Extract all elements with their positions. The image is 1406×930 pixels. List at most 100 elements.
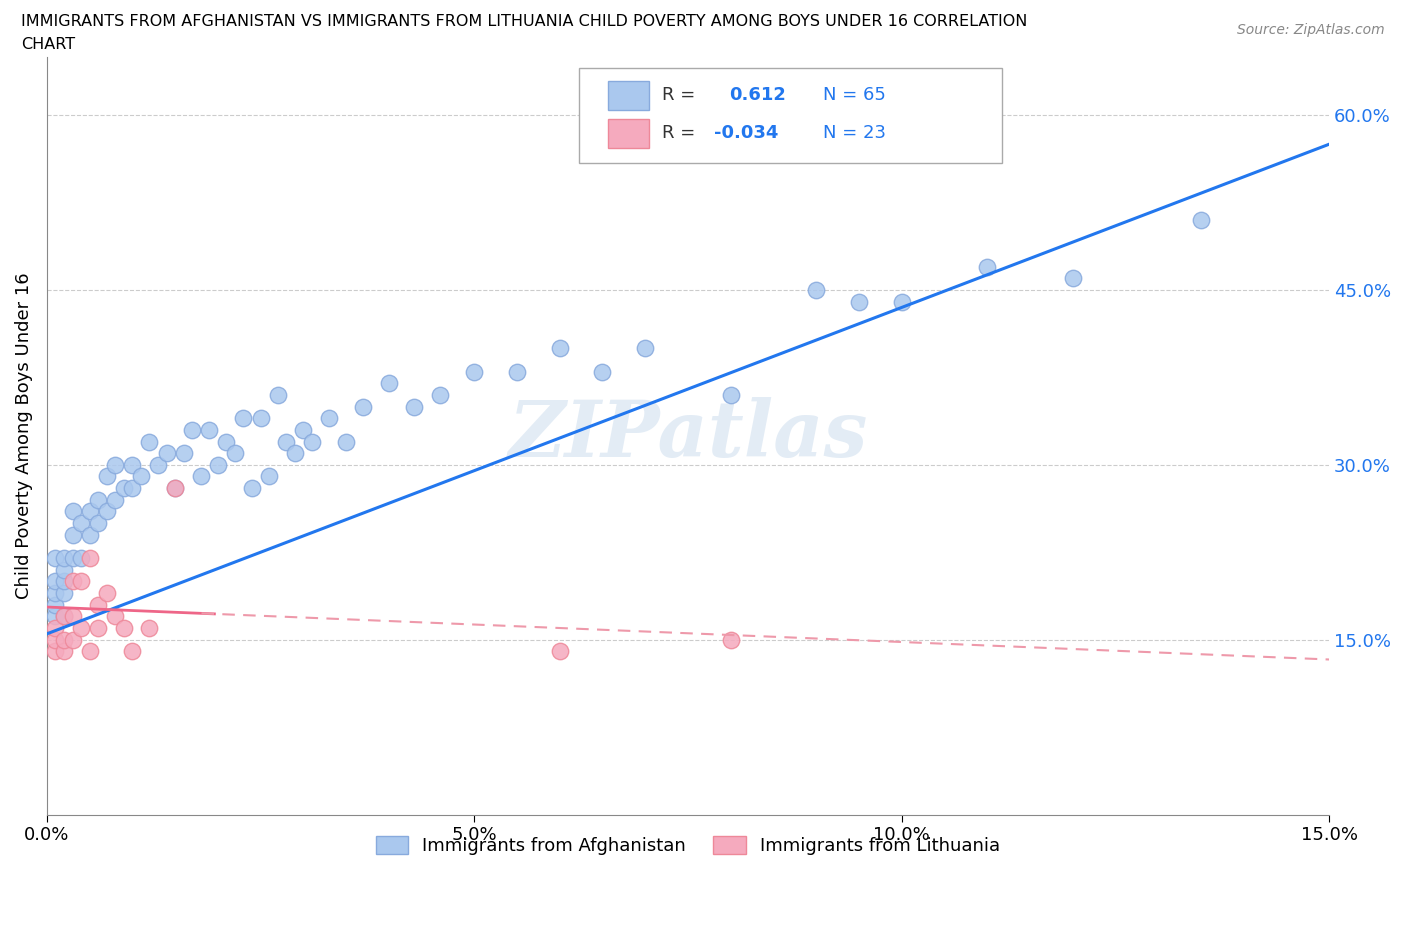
Point xyxy=(44,632,66,647)
Point xyxy=(121,481,143,496)
Point xyxy=(44,586,66,601)
Point xyxy=(301,434,323,449)
Point xyxy=(44,620,66,635)
Point xyxy=(155,445,177,460)
Point xyxy=(79,504,101,519)
Bar xyxy=(609,81,650,110)
Point xyxy=(129,469,152,484)
Point xyxy=(79,527,101,542)
Point xyxy=(284,445,307,460)
Text: -0.034: -0.034 xyxy=(714,125,778,142)
Point xyxy=(87,515,110,530)
Point xyxy=(804,283,827,298)
Point xyxy=(165,481,187,496)
Point xyxy=(249,411,271,426)
Point xyxy=(215,434,238,449)
Point xyxy=(53,609,76,624)
Point xyxy=(848,294,870,309)
Point xyxy=(44,597,66,612)
Point xyxy=(506,365,529,379)
Point xyxy=(104,458,127,472)
Point xyxy=(121,644,143,658)
Point xyxy=(62,527,84,542)
Point xyxy=(335,434,357,449)
Bar xyxy=(609,119,650,148)
Point xyxy=(112,481,135,496)
Point xyxy=(62,551,84,565)
Point xyxy=(44,574,66,589)
Point xyxy=(592,365,614,379)
Point xyxy=(548,644,571,658)
Point xyxy=(62,609,84,624)
Point xyxy=(429,388,451,403)
Point xyxy=(404,399,426,414)
Point xyxy=(138,434,160,449)
Point xyxy=(378,376,401,391)
Point xyxy=(146,458,169,472)
Point xyxy=(190,469,212,484)
Point xyxy=(53,609,76,624)
Point xyxy=(121,458,143,472)
Point xyxy=(112,620,135,635)
FancyBboxPatch shape xyxy=(579,68,1002,163)
Point xyxy=(53,632,76,647)
Point xyxy=(87,620,110,635)
Point xyxy=(96,586,118,601)
Point xyxy=(87,597,110,612)
Point xyxy=(53,574,76,589)
Point xyxy=(70,574,93,589)
Point xyxy=(44,644,66,658)
Point xyxy=(70,551,93,565)
Point xyxy=(53,551,76,565)
Text: 0.612: 0.612 xyxy=(728,86,786,104)
Point xyxy=(463,365,485,379)
Text: R =: R = xyxy=(662,125,702,142)
Point xyxy=(44,551,66,565)
Point xyxy=(79,551,101,565)
Point xyxy=(207,458,229,472)
Point xyxy=(53,586,76,601)
Point xyxy=(104,609,127,624)
Point xyxy=(70,620,93,635)
Point xyxy=(70,515,93,530)
Point xyxy=(62,504,84,519)
Point xyxy=(104,492,127,507)
Point xyxy=(352,399,374,414)
Point xyxy=(1189,213,1212,228)
Point xyxy=(257,469,280,484)
Point xyxy=(96,469,118,484)
Point xyxy=(276,434,298,449)
Point xyxy=(173,445,195,460)
Point xyxy=(232,411,254,426)
Point xyxy=(548,340,571,355)
Point xyxy=(53,644,76,658)
Point xyxy=(720,388,742,403)
Legend: Immigrants from Afghanistan, Immigrants from Lithuania: Immigrants from Afghanistan, Immigrants … xyxy=(368,829,1008,862)
Point xyxy=(634,340,657,355)
Point xyxy=(976,259,998,274)
Point xyxy=(165,481,187,496)
Point xyxy=(62,574,84,589)
Point xyxy=(138,620,160,635)
Point xyxy=(240,481,263,496)
Point xyxy=(720,632,742,647)
Point xyxy=(198,422,221,437)
Text: CHART: CHART xyxy=(21,37,75,52)
Y-axis label: Child Poverty Among Boys Under 16: Child Poverty Among Boys Under 16 xyxy=(15,272,32,599)
Point xyxy=(224,445,246,460)
Text: R =: R = xyxy=(662,86,702,104)
Text: ZIPatlas: ZIPatlas xyxy=(508,397,868,474)
Text: IMMIGRANTS FROM AFGHANISTAN VS IMMIGRANTS FROM LITHUANIA CHILD POVERTY AMONG BOY: IMMIGRANTS FROM AFGHANISTAN VS IMMIGRANT… xyxy=(21,14,1028,29)
Point xyxy=(181,422,204,437)
Point xyxy=(890,294,912,309)
Point xyxy=(292,422,315,437)
Point xyxy=(62,632,84,647)
Point xyxy=(318,411,340,426)
Text: Source: ZipAtlas.com: Source: ZipAtlas.com xyxy=(1237,23,1385,37)
Point xyxy=(44,609,66,624)
Text: N = 65: N = 65 xyxy=(823,86,886,104)
Point xyxy=(79,644,101,658)
Point xyxy=(96,504,118,519)
Point xyxy=(266,388,288,403)
Point xyxy=(1062,271,1084,286)
